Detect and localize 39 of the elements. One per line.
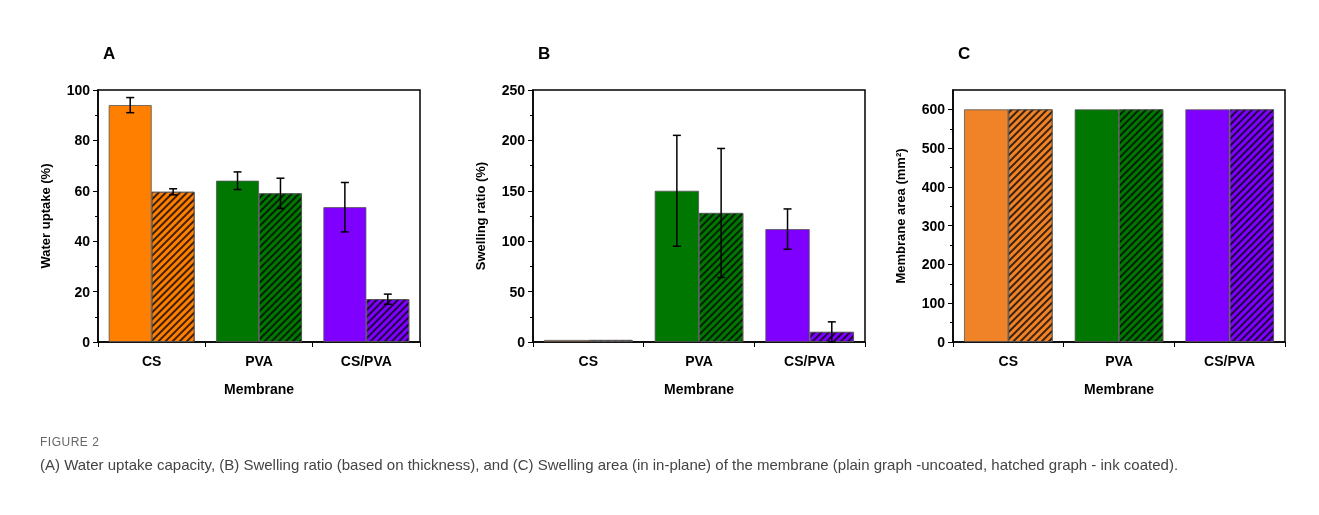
x-tick-label: CS [141,353,162,369]
x-axis-title: Membrane [1083,381,1155,397]
y-tick-label: 400 [921,178,946,195]
y-tick-label: 150 [501,182,526,199]
y-tick-label: 100 [921,295,946,312]
x-tick-label: PVA [685,353,713,369]
y-tick-label: 500 [921,140,946,157]
y-tick-label: 300 [921,217,946,234]
y-axis-title: Swelling ratio (%) [473,161,488,271]
y-tick-label: 20 [74,283,91,300]
x-tick-label: CS [578,353,599,369]
chart-title: B [538,44,551,63]
x-tick-label: PVA [1105,353,1133,369]
x-tick-label: CS/PVA [1204,353,1256,369]
caption: FIGURE 2 [40,434,101,451]
y-tick-label: 0 [517,334,526,350]
y-tick-label: 100 [66,82,91,98]
y-tick-label: 0 [937,334,946,350]
y-tick-label: 80 [74,132,91,149]
y-tick-label: 60 [74,182,91,199]
y-axis-title: Membrane area (mm²) [893,148,908,284]
x-axis-title: Membrane [663,381,735,397]
y-tick-label: 200 [921,256,946,273]
chart-title: C [958,44,971,63]
x-tick-label: CS/PVA [340,353,392,369]
y-axis-title: Water uptake (%) [38,163,53,269]
chart-title: A [103,44,116,63]
x-axis-title: Membrane [223,381,295,397]
x-tick-label: CS [998,353,1019,369]
y-tick-label: 200 [501,132,526,149]
text: (A) Water uptake capacity, (B) Swelling ratio (based on thickness), and (C) Swelling area (in in-plane) of the membrane (plain graph -uncoated, hatched graph - ink coated). [40,455,1180,475]
x-tick-label: CS/PVA [784,353,836,369]
y-tick-label: 100 [501,233,526,250]
x-tick-label: PVA [245,353,273,369]
y-tick-label: 250 [501,82,526,98]
y-tick-label: 600 [921,101,946,118]
y-tick-label: 50 [509,283,526,300]
y-tick-label: 40 [74,233,91,250]
y-tick-label: 0 [82,334,91,350]
